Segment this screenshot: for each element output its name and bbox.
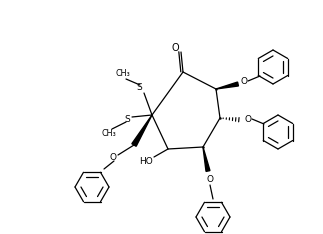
Text: S: S xyxy=(136,84,142,92)
Text: O: O xyxy=(109,154,117,162)
Text: CH₃: CH₃ xyxy=(102,129,116,139)
Polygon shape xyxy=(132,115,152,146)
Text: O: O xyxy=(171,43,179,53)
Polygon shape xyxy=(203,147,210,172)
Polygon shape xyxy=(216,82,238,89)
Text: O: O xyxy=(206,175,214,183)
Text: O: O xyxy=(241,77,247,87)
Text: O: O xyxy=(245,116,252,124)
Text: CH₃: CH₃ xyxy=(116,69,130,78)
Text: S: S xyxy=(124,114,130,124)
Text: HO: HO xyxy=(139,157,153,165)
